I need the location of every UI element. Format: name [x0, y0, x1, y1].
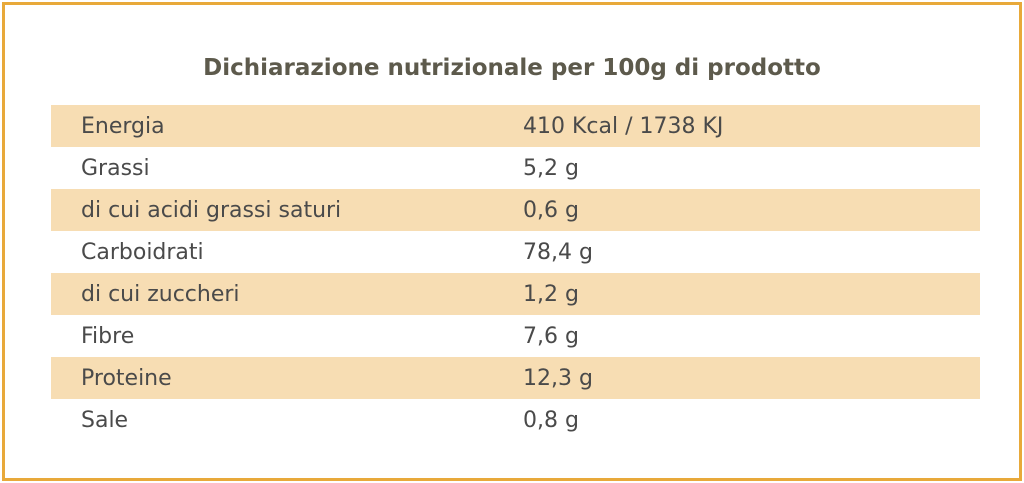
nutrient-name: Fibre — [81, 323, 135, 349]
title: Dichiarazione nutrizionale per 100g di p… — [203, 55, 821, 81]
nutrient-value: 12,3 g — [523, 357, 980, 399]
nutrient-value: 0,6 g — [523, 189, 980, 231]
nutrition-table: Energia 410 Kcal / 1738 KJ Grassi 5,2 g di c… — [51, 105, 980, 441]
nutrient-value: 7,6 g — [523, 323, 579, 349]
nutrient-value: 410 Kcal / 1738 KJ — [523, 105, 980, 147]
nutrient-name: Proteine — [51, 357, 523, 399]
nutrient-name: Carboidrati — [81, 239, 204, 265]
table-row: Sale 0,8 g — [51, 399, 980, 441]
table-row: di cui acidi grassi saturi 0,6 g — [51, 189, 980, 231]
table-row: di cui zuccheri 1,2 g — [51, 273, 980, 315]
table-row: Fibre 7,6 g — [51, 315, 980, 357]
nutrient-value: 1,2 g — [523, 273, 980, 315]
table-row: Carboidrati 78,4 g — [51, 231, 980, 273]
nutrient-value: 0,8 g — [523, 407, 579, 433]
nutrient-name: Energia — [51, 105, 523, 147]
table-row: Proteine 12,3 g — [51, 357, 980, 399]
nutrient-name: di cui acidi grassi saturi — [51, 189, 523, 231]
table-row: Energia 410 Kcal / 1738 KJ — [51, 105, 980, 147]
nutrient-name: Sale — [81, 407, 129, 433]
nutrient-name: di cui zuccheri — [51, 273, 523, 315]
table-row: Grassi 5,2 g — [51, 147, 980, 189]
nutrient-value: 5,2 g — [523, 155, 579, 181]
nutrient-name: Grassi — [81, 155, 150, 181]
nutrient-value: 78,4 g — [523, 239, 593, 265]
